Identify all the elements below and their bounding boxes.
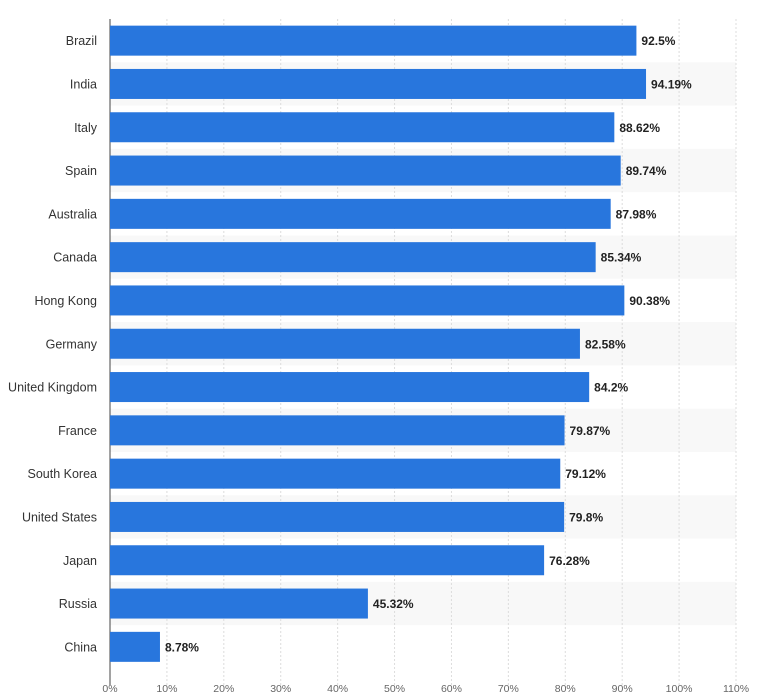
x-tick-label: 90% [612,683,633,695]
bar-india[interactable] [110,68,647,99]
bar-united-states[interactable] [110,501,565,532]
x-tick-label: 30% [270,683,291,695]
bar-hong-kong[interactable] [110,285,625,316]
bar-spain[interactable] [110,155,621,186]
x-tick-label: 20% [213,683,234,695]
x-tick-label: 50% [384,683,405,695]
x-tick-label: 80% [555,683,576,695]
category-label-italy: Italy [74,121,98,135]
category-label-spain: Spain [65,164,97,178]
value-label-france: 79.87% [570,424,611,438]
value-label-india: 94.19% [651,77,692,91]
category-label-france: France [58,424,97,438]
x-tick-label: 40% [327,683,348,695]
category-label-united-states: United States [22,510,97,524]
category-label-canada: Canada [53,251,97,265]
x-tick-label: 0% [102,683,117,695]
bar-brazil[interactable] [110,25,637,56]
value-label-china: 8.78% [165,640,199,654]
category-label-germany: Germany [46,337,98,351]
value-label-south-korea: 79.12% [565,467,606,481]
value-label-hong-kong: 90.38% [629,294,670,308]
category-label-india: India [70,77,97,91]
category-label-china: China [64,640,97,654]
value-label-canada: 85.34% [601,251,642,265]
value-label-united-kingdom: 84.2% [594,381,628,395]
value-label-united-states: 79.8% [569,510,603,524]
value-label-brazil: 92.5% [641,34,675,48]
bar-france[interactable] [110,415,565,446]
bar-united-kingdom[interactable] [110,372,590,403]
value-label-germany: 82.58% [585,337,626,351]
bar-japan[interactable] [110,545,545,576]
x-tick-labels: 0% 10% 20% 30% 40% 50% 60% 70% 80% 90% 100% 110% [102,683,749,695]
bar-canada[interactable] [110,242,596,273]
category-label-russia: Russia [59,597,97,611]
bar-australia[interactable] [110,198,611,229]
value-label-italy: 88.62% [619,121,660,135]
x-tick-label: 110% [723,683,749,695]
bar-china[interactable] [110,631,160,662]
bar-south-korea[interactable] [110,458,561,489]
category-label-brazil: Brazil [66,34,97,48]
bars [110,25,647,662]
category-label-united-kingdom: United Kingdom [8,381,97,395]
value-label-australia: 87.98% [616,207,657,221]
x-tick-label: 100% [666,683,693,695]
category-label-japan: Japan [63,554,97,568]
value-label-spain: 89.74% [626,164,667,178]
category-label-south-korea: South Korea [28,467,98,481]
bar-germany[interactable] [110,328,580,359]
value-label-japan: 76.28% [549,554,590,568]
category-label-australia: Australia [48,207,97,221]
x-tick-label: 10% [156,683,177,695]
value-label-russia: 45.32% [373,597,414,611]
bar-italy[interactable] [110,112,615,143]
category-label-hong-kong: Hong Kong [34,294,97,308]
category-labels: Brazil India Italy Spain Australia Canada Hong… [8,34,98,654]
value-labels: 92.5% 94.19% 88.62% 89.74% 87.98% 85.34% 90.38… [165,34,692,654]
bar-russia[interactable] [110,588,368,619]
x-tick-label: 70% [498,683,519,695]
x-tick-label: 60% [441,683,462,695]
